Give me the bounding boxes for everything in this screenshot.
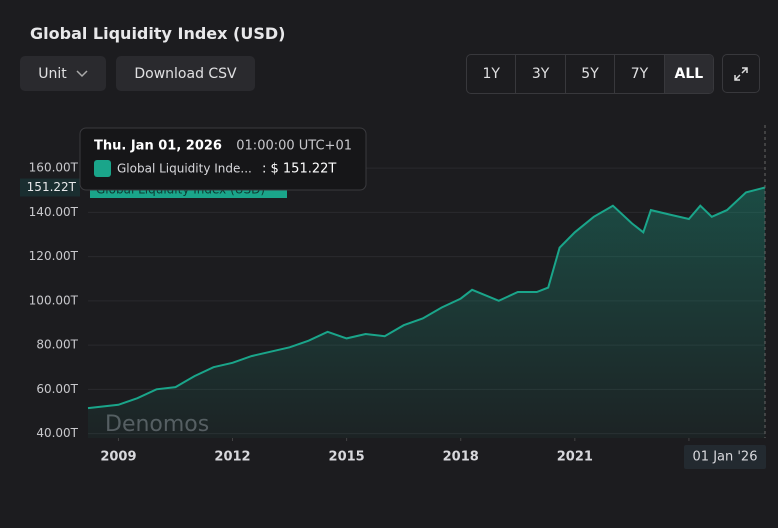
series-tag-label: Global Liquidity Index (USD): [96, 183, 265, 197]
y-tick-label: 160.00T: [29, 161, 79, 175]
x-tick-label: 2021: [557, 450, 593, 465]
crosshair-label-box: [684, 445, 766, 469]
unit-dropdown[interactable]: Unit: [20, 56, 106, 91]
tooltip-date: Thu. Jan 01, 2026: [94, 139, 222, 154]
x-tick-label: 2018: [443, 450, 479, 465]
tooltip-box: [79, 127, 367, 191]
x-tick-label: 2015: [329, 450, 365, 465]
crosshair-label: 01 Jan '26: [693, 450, 758, 465]
chevron: [76, 69, 88, 77]
expand-icon: [734, 66, 748, 81]
range-button[interactable]: 3Y: [516, 55, 566, 93]
tooltip-value: : $ 151.22T: [262, 162, 336, 177]
title: Global Liquidity Index (USD): [30, 24, 286, 43]
range-selector: 1Y 3Y 5Y 7Y ALL: [466, 54, 714, 94]
tooltip-swatch: [94, 160, 111, 177]
expand-button[interactable]: [722, 54, 760, 93]
watermark: Denomos: [105, 412, 209, 437]
range-button[interactable]: ALL: [664, 55, 713, 93]
y-tick-label: 120.00T: [29, 249, 79, 263]
y-tick-label: 60.00T: [36, 382, 78, 396]
unit-text: Unit: [38, 65, 67, 82]
price-label-box: [20, 178, 80, 197]
download-button[interactable]: Download CSV: [116, 56, 255, 91]
y-tick-label: 80.00T: [36, 338, 78, 352]
range-button[interactable]: 5Y: [566, 55, 616, 93]
series-tag: [90, 181, 287, 198]
line: [87, 186, 766, 410]
x-tick-label: 2: [684, 450, 693, 465]
price-label: 151.22T: [27, 180, 77, 194]
tooltip-series: Global Liquidity Inde...: [117, 162, 252, 176]
x-tick-label: 2012: [214, 450, 250, 465]
y-tick-label: 140.00T: [29, 205, 79, 219]
y-tick-label: 100.00T: [29, 293, 79, 307]
tooltip-time: 01:00:00 UTC+01: [236, 139, 352, 154]
x-tick-label: 2009: [100, 450, 136, 465]
y-tick-label: 40.00T: [36, 426, 78, 440]
area: [88, 187, 765, 438]
range-button[interactable]: 1Y: [467, 55, 517, 93]
range-button[interactable]: 7Y: [615, 55, 665, 93]
